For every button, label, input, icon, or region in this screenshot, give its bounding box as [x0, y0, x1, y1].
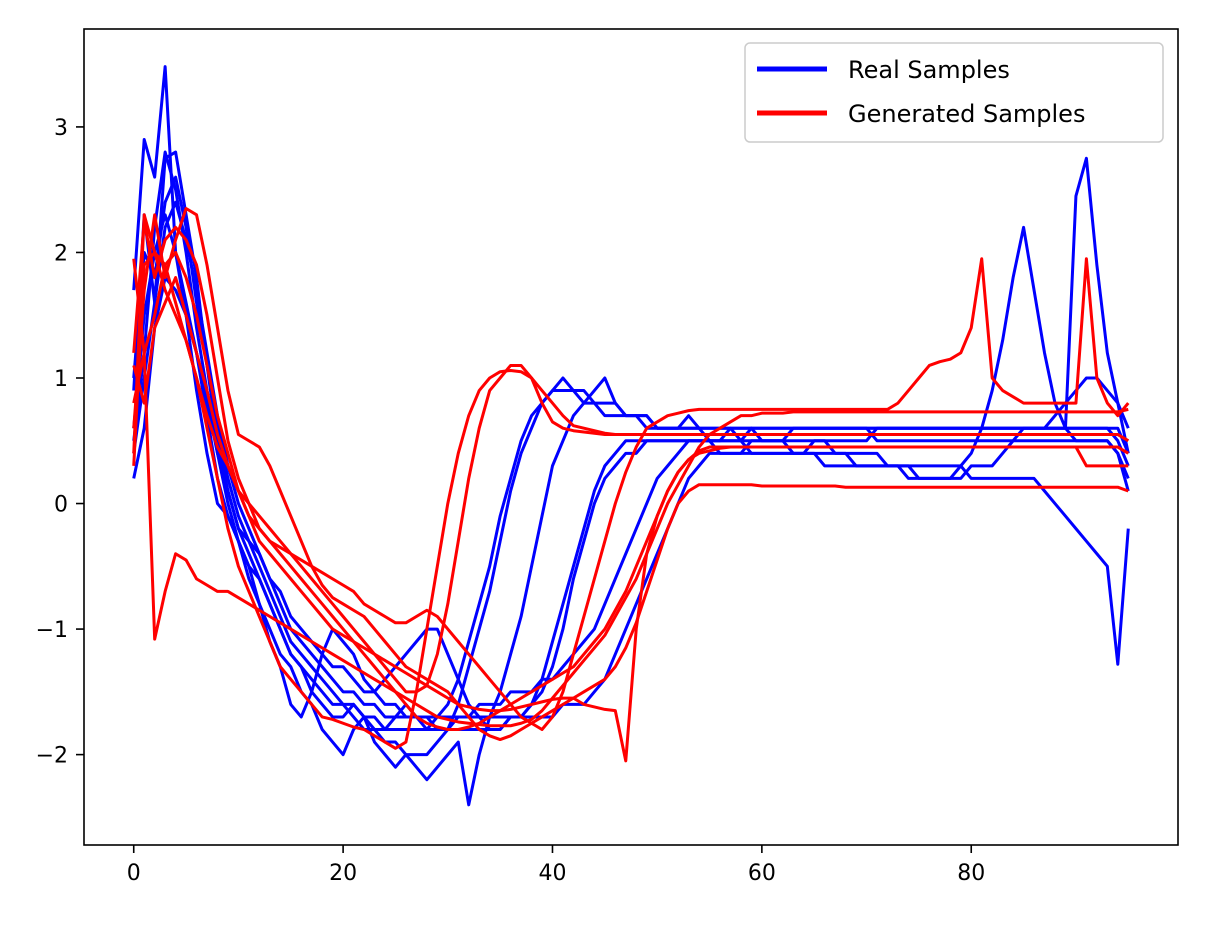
x-tick-label-40: 40 [538, 861, 566, 886]
y-tick-label--1: −1 [36, 618, 68, 643]
y-axis: −2 −1 0 1 2 3 [36, 116, 84, 769]
x-tick-label-20: 20 [329, 861, 357, 886]
plot-lines [132, 65, 1130, 807]
x-axis: 0 20 40 60 80 [127, 845, 985, 886]
legend-label-generated: Generated Samples [848, 100, 1085, 128]
legend-box [744, 42, 1164, 143]
real-sample-line-6 [132, 200, 1130, 719]
y-tick-label--2: −2 [36, 744, 68, 769]
generated-sample-line-6 [132, 257, 1130, 731]
x-tick-label-0: 0 [127, 861, 141, 886]
y-tick-label-2: 2 [54, 241, 68, 266]
generated-sample-line-5 [132, 250, 1129, 763]
y-tick-label-1: 1 [54, 367, 68, 392]
real-sample-line-2 [132, 150, 1130, 731]
legend: Real Samples Generated Samples [744, 42, 1164, 143]
y-tick-label-0: 0 [54, 493, 68, 518]
generated-sample-line-4 [132, 250, 1130, 750]
generated-sample-line-0 [132, 258, 1129, 728]
legend-label-real: Real Samples [848, 56, 1010, 84]
generated-sample-line-3 [132, 207, 1129, 742]
y-tick-label-3: 3 [54, 116, 68, 141]
plot-frame [83, 28, 1179, 846]
real-sample-line-4 [132, 213, 1130, 731]
x-tick-label-80: 80 [957, 861, 985, 886]
x-tick-label-60: 60 [748, 861, 776, 886]
